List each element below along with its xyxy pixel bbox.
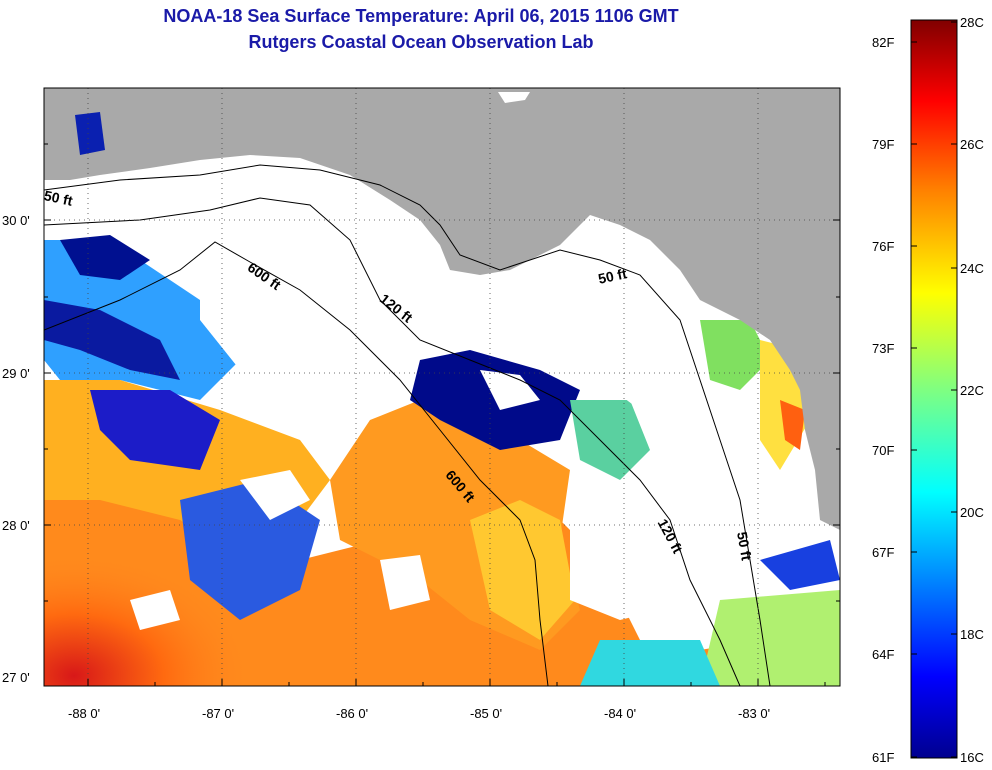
lake-shape: [498, 92, 530, 103]
lon-label: -84 0': [604, 706, 637, 721]
depth-contours: [44, 164, 771, 686]
map-subtitle: Rutgers Coastal Ocean Observation Lab: [248, 32, 594, 52]
colorbar-ticks: [911, 21, 957, 758]
land-mass: [44, 88, 840, 530]
colorbar-c-label: 16C: [960, 750, 984, 765]
colorbar-c-label: 22C: [960, 383, 984, 398]
colorbar-f-label: 79F: [872, 137, 895, 152]
colorbar-c-label: 20C: [960, 505, 984, 520]
colorbar-f-label: 76F: [872, 239, 895, 254]
lon-label: -88 0': [68, 706, 101, 721]
map-title: NOAA-18 Sea Surface Temperature: April 0…: [163, 6, 679, 26]
lat-label: 27 0': [2, 670, 30, 685]
lat-label: 28 0': [2, 518, 30, 533]
colorbar-f-label: 70F: [872, 443, 895, 458]
colorbar-c-label: 26C: [960, 137, 984, 152]
colorbar-f-label: 61F: [872, 750, 895, 765]
colorbar-f-label: 82F: [872, 35, 895, 50]
colorbar-f-label: 67F: [872, 545, 895, 560]
colorbar-c-label: 28C: [960, 15, 984, 30]
axis-ticks: [44, 143, 840, 686]
lon-label: -85 0': [470, 706, 503, 721]
lon-label: -83 0': [738, 706, 771, 721]
colorbar-f-label: 73F: [872, 341, 895, 356]
colorbar-c-label: 18C: [960, 627, 984, 642]
lat-label: 30 0': [2, 213, 30, 228]
map-frame: [43, 87, 841, 687]
lon-label: -86 0': [336, 706, 369, 721]
colorbar-gradient: [910, 19, 958, 759]
bay-water: [75, 112, 105, 155]
lat-label: 29 0': [2, 366, 30, 381]
colorbar-c-label: 24C: [960, 261, 984, 276]
colorbar-f-label: 64F: [872, 647, 895, 662]
lon-label: -87 0': [202, 706, 235, 721]
